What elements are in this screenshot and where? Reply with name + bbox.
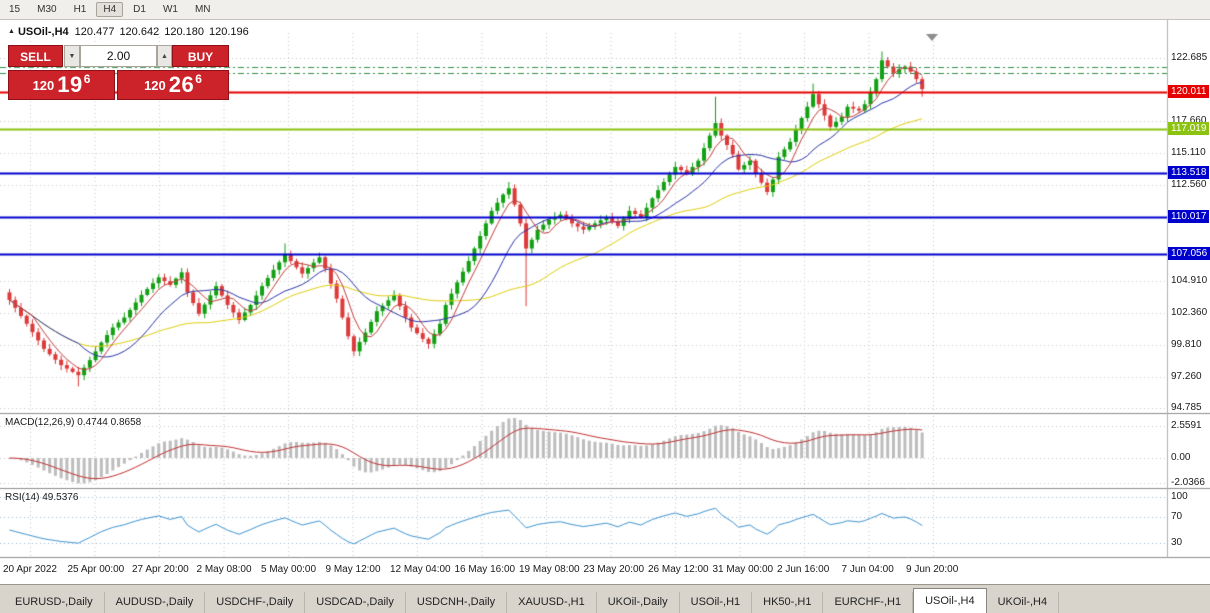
symbol-tab-hk50-h1[interactable]: HK50-,H1 [752,592,824,613]
time-axis-label: 27 Apr 20:00 [132,564,189,575]
time-axis-label: 9 Jun 20:00 [906,564,959,575]
symbol-tab-bar: EURUSD-,Daily AUDUSD-,Daily USDCHF-,Daily U… [0,584,1210,613]
chevron-up-icon: ▲ [161,53,168,60]
symbol-tab-usdcad-daily[interactable]: USDCAD-,Daily [305,592,406,613]
chart-symbol-title: USOil-,H4 [17,26,69,38]
symbol-tab-xauusd-h1[interactable]: XAUUSD-,H1 [507,592,597,613]
time-axis-label: 2 May 08:00 [196,564,252,575]
macd-indicator-label: MACD(12,26,9) 0.4744 0.8658 [5,417,142,428]
ohlc-high: 120.642 [119,26,160,38]
ask-prefix: 120 [144,77,166,93]
time-axis-label: 2 Jun 16:00 [777,564,830,575]
ask-price-button[interactable]: 120 26 6 [117,70,229,100]
bid-price-button[interactable]: 120 19 6 [8,70,115,100]
time-axis-label: 9 May 12:00 [325,564,381,575]
symbol-marker-icon: ▲ [8,28,15,35]
time-axis-label: 16 May 16:00 [454,564,516,575]
symbol-tab-audusd-daily[interactable]: AUDUSD-,Daily [105,592,206,613]
timeframe-button-w1[interactable]: W1 [162,4,178,15]
timeframe-button-mn[interactable]: MN [194,4,211,15]
timeframe-button-h4[interactable]: H4 [96,2,124,17]
symbol-tab-usoil-h1[interactable]: USOil-,H1 [680,592,753,613]
sell-button[interactable]: SELL [8,45,63,67]
ohlc-open: 120.477 [74,26,115,38]
time-axis-label: 20 Apr 2022 [3,564,57,575]
time-axis[interactable]: 20 Apr 2022 25 Apr 00:00 27 Apr 20:00 2 May… [0,560,1167,584]
volume-dropdown-button[interactable]: ▼ [64,45,80,67]
bid-pips: 6 [83,72,91,86]
ask-main: 26 [168,72,195,97]
time-axis-label: 31 May 00:00 [712,564,774,575]
rsi-indicator-label: RSI(14) 49.5376 [5,492,79,503]
symbol-tab-usoil-h4[interactable]: USOil-,H4 [913,588,987,613]
chart-canvas[interactable] [0,20,1210,560]
time-axis-label: 7 Jun 04:00 [841,564,894,575]
timeframe-button-m30[interactable]: M30 [37,4,57,15]
ohlc-low: 120.180 [164,26,204,38]
volume-increase-button[interactable]: ▲ [157,45,172,67]
ask-pips: 6 [195,72,202,86]
chart-header: ▲ USOil-,H4 120.477 120.642 120.180 120.196 [8,26,254,38]
symbol-tab-usdcnh-daily[interactable]: USDCNH-,Daily [406,592,508,613]
time-axis-label: 12 May 04:00 [390,564,451,575]
symbol-tab-eurusd-daily[interactable]: EURUSD-,Daily [4,592,105,613]
buy-button[interactable]: BUY [172,45,229,67]
symbol-tab-ukoil-daily[interactable]: UKOil-,Daily [597,592,680,613]
symbol-tab-eurchf-h1[interactable]: EURCHF-,H1 [823,592,914,613]
symbol-tab-ukoil-h4[interactable]: UKOil-,H4 [987,592,1060,613]
time-axis-label: 23 May 20:00 [583,564,645,575]
time-axis-label: 25 Apr 00:00 [67,564,125,575]
timeframe-button-15[interactable]: 15 [9,4,21,15]
volume-input[interactable]: 2.00 [80,45,157,67]
ohlc-close: 120.196 [208,26,249,38]
time-axis-label: 26 May 12:00 [648,564,709,575]
time-axis-label: 5 May 00:00 [261,564,317,575]
timeframe-toolbar: 15 M30 H1 H4 D1 W1 MN [0,0,1210,20]
timeframe-button-d1[interactable]: D1 [133,4,146,15]
timeframe-button-h1[interactable]: H1 [73,4,87,15]
time-axis-label: 19 May 08:00 [519,564,580,575]
symbol-tab-usdchf-daily[interactable]: USDCHF-,Daily [205,592,306,613]
bid-main: 19 [57,72,83,97]
chevron-down-icon: ▼ [68,53,76,60]
bid-prefix: 120 [32,77,55,93]
